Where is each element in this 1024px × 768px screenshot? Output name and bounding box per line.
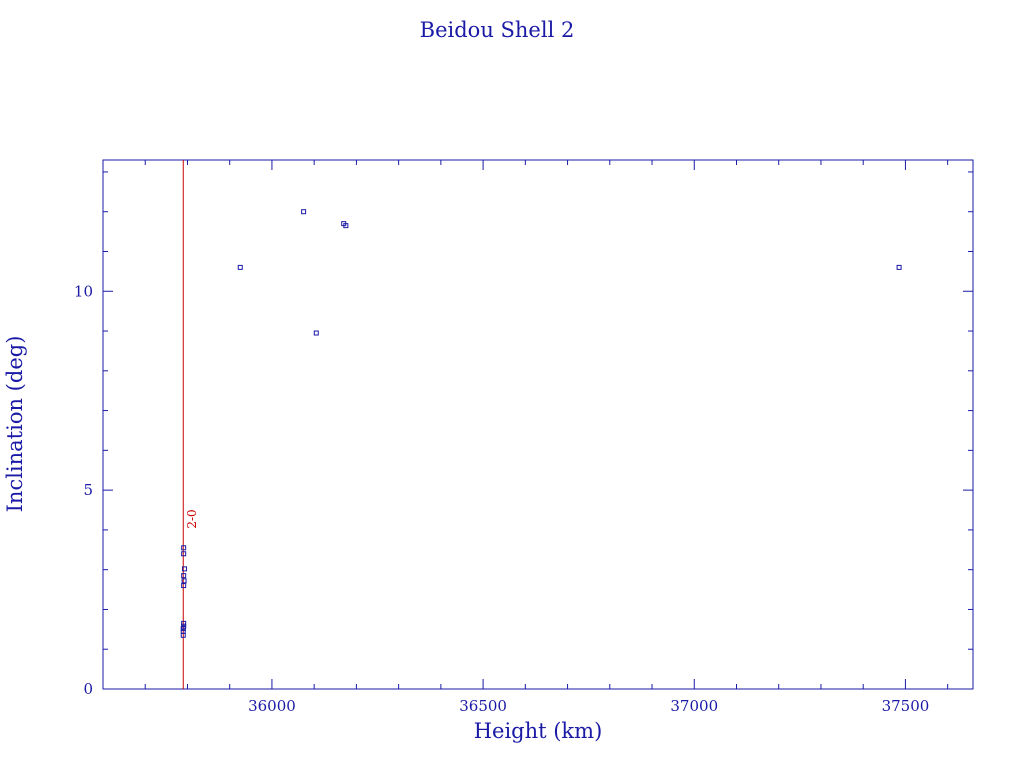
x-tick-label: 36000 <box>248 697 296 715</box>
x-tick-label: 37500 <box>882 697 930 715</box>
tick-labels: 36000 36500 37000 37500 0 5 10 <box>74 282 929 715</box>
data-point <box>343 223 349 229</box>
reference-line-label: 2-0 <box>185 509 199 528</box>
y-tick-label: 10 <box>74 282 93 300</box>
data-point <box>237 264 243 270</box>
data-point <box>180 628 186 634</box>
data-point <box>181 620 187 626</box>
x-tick-label: 36500 <box>459 697 507 715</box>
data-point <box>182 566 188 572</box>
data-point <box>896 264 902 270</box>
data-point <box>181 578 187 584</box>
data-point <box>313 330 319 336</box>
reference-line-group: 2-0 <box>182 160 199 689</box>
chart-title: Beidou Shell 2 <box>420 18 575 42</box>
data-point <box>181 623 187 629</box>
tick-marks <box>102 160 973 690</box>
data-point <box>181 551 187 557</box>
data-point <box>181 573 187 579</box>
y-tick-label: 5 <box>83 481 93 499</box>
data-point <box>301 209 307 215</box>
data-point <box>181 583 187 589</box>
x-axis-label: Height (km) <box>474 719 603 743</box>
x-tick-label: 37000 <box>670 697 718 715</box>
plot-frame <box>102 159 974 690</box>
y-tick-label: 0 <box>83 680 93 698</box>
data-point <box>181 545 187 551</box>
data-points <box>180 209 902 638</box>
y-axis-label: Inclination (deg) <box>3 336 27 513</box>
